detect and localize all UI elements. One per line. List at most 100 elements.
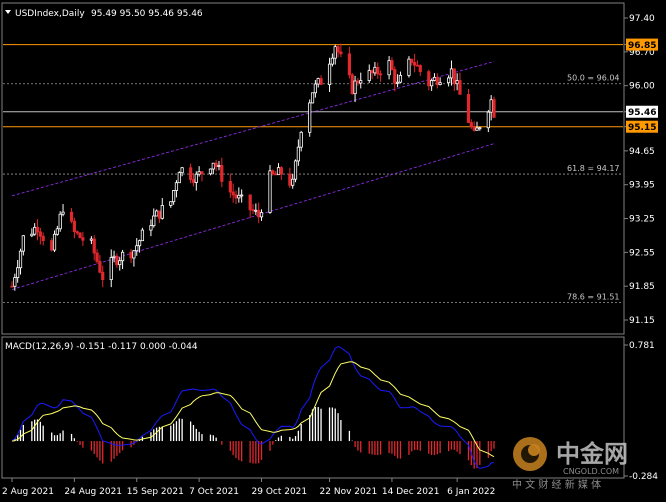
- candle-bearish: [78, 232, 82, 239]
- level-lines: 50.0 = 96.04 61.8 = 94.17 78.6 = 91.51: [3, 44, 623, 304]
- candle-bearish: [220, 165, 224, 182]
- candle-bullish: [52, 233, 57, 251]
- macd-lines: [11, 345, 495, 470]
- macd-tick-label: 0.781: [629, 341, 655, 351]
- candle-bearish: [418, 65, 422, 73]
- candle-bearish: [427, 71, 431, 87]
- candle-bullish: [296, 146, 300, 162]
- candle-bearish: [92, 238, 96, 254]
- candle-bearish: [35, 226, 40, 233]
- candle-bearish: [189, 167, 193, 180]
- price-tick-label: 91.85: [629, 282, 655, 292]
- candle-bullish: [359, 80, 363, 84]
- candle-bullish: [438, 82, 442, 85]
- current-price-tag: [626, 105, 658, 118]
- candle-bullish: [21, 235, 25, 252]
- candle-bearish: [288, 173, 292, 186]
- candle-bearish: [435, 77, 439, 85]
- time-tick-label: 15 Sep 2021: [127, 487, 184, 497]
- signal-line: [11, 361, 495, 458]
- candle-bullish: [120, 251, 125, 262]
- candle-bearish: [200, 171, 204, 175]
- macd-title: MACD(12,26,9) -0.151 -0.117 0.000 -0.044: [5, 342, 198, 352]
- candle-bullish: [18, 250, 23, 269]
- candle-bullish: [475, 127, 479, 131]
- candle-bullish: [89, 238, 93, 241]
- candle-bearish: [98, 261, 102, 273]
- candle-bearish: [370, 70, 374, 74]
- level-price-tag: [626, 38, 658, 51]
- candle-bearish: [101, 271, 105, 281]
- time-tick-label: 2 Aug 2021: [2, 487, 54, 497]
- candle-bullish: [135, 245, 139, 252]
- candle-bearish: [257, 209, 261, 218]
- candle-bullish: [333, 46, 337, 59]
- macd-panel-frame: [1, 336, 625, 479]
- watermark-brand: 中金网: [556, 440, 628, 468]
- candle-bearish: [390, 60, 394, 71]
- candle-bullish: [330, 57, 334, 65]
- dropdown-triangle-icon[interactable]: [5, 10, 11, 14]
- candle-bearish: [492, 99, 496, 118]
- price-tick-label: 91.15: [629, 316, 655, 326]
- price-tag-label: 95.46: [628, 108, 656, 118]
- candle-bullish: [58, 213, 62, 230]
- candle-bearish: [228, 180, 232, 193]
- candle-bearish: [95, 252, 99, 262]
- candle-bullish: [211, 162, 215, 170]
- candle-bearish: [339, 51, 343, 55]
- candle-bullish: [132, 250, 136, 259]
- candle-bearish: [248, 194, 252, 211]
- watermark-domain: CNGOLD.COM: [563, 467, 619, 476]
- time-tick-label: 7 Oct 2021: [189, 487, 239, 497]
- candle-bullish: [140, 229, 145, 242]
- candle-bearish: [129, 251, 133, 259]
- candle-bullish: [208, 168, 213, 175]
- candle-bearish: [234, 194, 238, 199]
- candle-bullish: [447, 77, 451, 84]
- candle-bearish: [466, 93, 471, 123]
- macd-axis: 0.781 -0.284: [624, 341, 658, 482]
- candle-bearish: [350, 74, 354, 95]
- candle-bearish: [472, 126, 476, 131]
- candle-bullish: [61, 211, 65, 215]
- candle-bullish: [217, 165, 221, 167]
- candle-bullish: [486, 111, 490, 129]
- candle-bearish: [214, 162, 218, 167]
- candle-bearish: [191, 179, 196, 183]
- candle-bearish: [75, 231, 79, 234]
- candles: [10, 43, 496, 291]
- price-tag-label: 96.85: [628, 41, 656, 51]
- time-axis: 2 Aug 2021 24 Aug 2021 15 Sep 2021 7 Oct 20…: [2, 478, 495, 497]
- candle-bullish: [237, 194, 241, 199]
- fibonacci-level-label: 50.0 = 96.04: [567, 74, 620, 83]
- candle-bearish: [38, 231, 42, 237]
- candle-bullish: [194, 173, 198, 183]
- chart-header: USDIndex,Daily 95.49 95.50 95.46 95.46: [5, 9, 203, 19]
- price-tag-label: 95.15: [628, 123, 656, 133]
- candle-bearish: [274, 173, 278, 176]
- candle-bullish: [387, 60, 391, 76]
- macd-line: [11, 345, 495, 470]
- candle-bearish: [69, 211, 74, 222]
- candle-bullish: [308, 102, 312, 133]
- candle-bullish: [259, 212, 264, 218]
- candle-bullish: [353, 80, 357, 95]
- candle-bullish: [449, 68, 454, 79]
- candle-bearish: [469, 122, 473, 127]
- candle-bullish: [254, 209, 258, 212]
- candle-bullish: [407, 58, 411, 76]
- ohlc-readout: 95.49 95.50 95.46 95.46: [91, 9, 203, 19]
- candle-bearish: [413, 62, 417, 66]
- candle-bullish: [197, 171, 201, 175]
- channel-lines: [11, 61, 495, 290]
- candle-bearish: [319, 78, 323, 85]
- symbol-title: USDIndex,Daily: [15, 9, 85, 19]
- candle-bearish: [81, 237, 85, 241]
- candle-bearish: [41, 235, 45, 242]
- price-tick-label: 96.00: [629, 82, 655, 92]
- candle-bullish: [118, 260, 122, 266]
- watermark: 中金网 CNGOLD.COM 中 文 财 经 新 媒 体: [512, 437, 628, 491]
- price-tick-label: 96.70: [629, 48, 655, 58]
